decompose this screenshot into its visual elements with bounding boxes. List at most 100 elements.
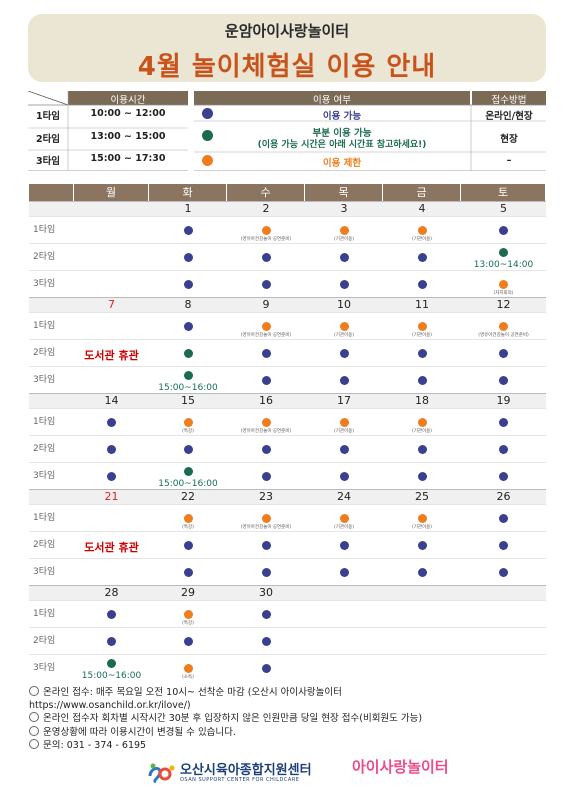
schedule-row-label: 2타임 <box>35 134 61 145</box>
date-number: 17 <box>337 394 351 407</box>
slot-note: (기관이용) <box>333 333 355 338</box>
slot-note: (기관이용) <box>411 237 433 242</box>
status-dot-icon <box>261 514 271 523</box>
page-title: 4월 놀이체험실 이용 안내 <box>137 52 437 82</box>
slot-cell <box>74 436 149 462</box>
slot-cell <box>74 271 149 297</box>
calendar-week: 21 22 23 24 25 26 1타임 (특강) (영유아건강놀이 공연준비) (기관이용) (… <box>29 489 546 585</box>
date-number: 23 <box>259 490 273 503</box>
date-number: 4 <box>418 202 426 215</box>
slot-cell <box>461 559 546 585</box>
calendar-week: 28 29 30 1타임 (특강) 2타임 3타임 15:00~16:00 (소독) <box>29 585 546 681</box>
legend-text: 이용 제한 <box>322 158 362 169</box>
footer-line: 문의: 031 - 374 - 6195 <box>29 738 549 752</box>
legend-grid <box>194 91 546 171</box>
slot-cell <box>305 655 383 681</box>
slot-cell <box>383 463 461 489</box>
slot-cell <box>74 409 149 435</box>
time-slot-row: 1타임 (특강) (영유아건강놀이 공연준비) (기관이용) (기관이용) <box>29 504 546 531</box>
slot-cell <box>383 340 461 366</box>
status-dot-icon <box>107 637 116 646</box>
status-dot-icon <box>339 472 349 481</box>
slot-cell <box>461 217 546 243</box>
slot-label: 1타임 <box>33 609 56 619</box>
legend-method: 온라인/현장 <box>485 111 533 122</box>
brand-logo: 아이사랑놀이터 <box>352 760 449 775</box>
slot-cell <box>305 532 383 558</box>
footer-line: 운영상황에 따라 이용시간이 변경될 수 있습니다. <box>29 725 549 739</box>
schedule-row-label: 3타임 <box>35 156 61 167</box>
schedule-row-label: 1타임 <box>35 111 61 122</box>
status-dot-icon <box>261 610 271 619</box>
slot-cell: (영유아건강놀이 공연준비) <box>227 313 305 339</box>
slot-cell <box>74 217 149 243</box>
slot-cell <box>383 601 461 627</box>
date-number: 30 <box>259 586 273 599</box>
slot-cell <box>461 601 546 627</box>
closed-notice: 도서관 휴관 <box>84 541 139 554</box>
status-dot-icon <box>417 541 427 550</box>
date-number: 3 <box>340 202 348 215</box>
slot-cell <box>227 532 305 558</box>
legend-dot-icon <box>202 108 213 119</box>
slot-cell <box>305 340 383 366</box>
slot-cell <box>74 601 149 627</box>
status-dot-icon <box>183 226 193 235</box>
schedule-row-time: 10:00 ~ 12:00 <box>90 108 166 119</box>
slot-cell <box>461 505 546 531</box>
bullet-icon <box>29 725 39 736</box>
calendar-day-header: 월 <box>74 184 149 201</box>
status-dot-icon <box>183 568 193 577</box>
date-number: 15 <box>181 394 195 407</box>
date-number: 14 <box>104 394 119 407</box>
date-number: 26 <box>496 490 511 503</box>
slot-cell <box>227 655 305 681</box>
status-dot-icon <box>261 418 271 427</box>
status-dot-icon <box>261 445 271 454</box>
status-dot-icon <box>417 514 427 523</box>
website-link[interactable]: https://www.osanchild.or.kr/ilove/) <box>29 700 191 712</box>
status-dot-icon <box>261 637 271 646</box>
slot-cell <box>305 244 383 270</box>
date-row: 21 22 23 24 25 26 <box>29 490 546 504</box>
time-slot-row: 3타임 <box>29 558 546 585</box>
status-dot-icon <box>339 226 349 235</box>
status-dot-icon <box>183 637 193 646</box>
status-dot-icon <box>339 280 349 289</box>
slot-cell <box>227 244 305 270</box>
slot-cell <box>227 628 305 654</box>
slot-cell <box>227 601 305 627</box>
date-number: 18 <box>415 394 429 407</box>
date-row: 14 15 16 17 18 19 <box>29 394 546 408</box>
date-number: 22 <box>181 490 195 503</box>
date-number: 16 <box>259 394 273 407</box>
status-dot-icon <box>183 280 193 289</box>
slot-cell <box>305 628 383 654</box>
status-dot-icon <box>499 418 508 427</box>
status-dot-icon <box>261 280 271 289</box>
slot-label: 2타임 <box>33 252 56 262</box>
schedule-row-time: 13:00 ~ 15:00 <box>90 131 166 142</box>
date-number <box>461 586 546 600</box>
slot-label: 1타임 <box>33 513 56 523</box>
page-subtitle: 운암아이사랑놀이터 <box>224 22 350 40</box>
time-slot-row: 1타임 (영유아건강놀이 공연준비) (기관이용) (기관이용) (영유아건강놀이 공연… <box>29 312 546 339</box>
slot-cell <box>461 655 546 681</box>
slot-cell: 15:00~16:00 <box>74 655 149 681</box>
schedule-header: 이용시간 <box>110 95 146 106</box>
slot-time: 15:00~16:00 <box>158 383 218 393</box>
slot-cell <box>461 367 546 393</box>
slot-cell <box>461 463 546 489</box>
slot-cell <box>74 313 149 339</box>
slot-cell <box>74 505 149 531</box>
slot-cell <box>461 532 546 558</box>
slot-cell: (영유아건강놀이 공연준비) <box>461 313 546 339</box>
legend-method: – <box>506 155 512 166</box>
calendar-day-header: 수 <box>227 184 305 201</box>
title-banner: 운암아이사랑놀이터 4월 놀이체험실 이용 안내 <box>28 14 546 82</box>
org-logo-icon <box>148 763 175 784</box>
status-dot-icon <box>417 349 427 358</box>
slot-time: 13:00~14:00 <box>473 260 534 270</box>
slot-note: (기관이용) <box>333 237 355 242</box>
slot-cell <box>149 436 227 462</box>
